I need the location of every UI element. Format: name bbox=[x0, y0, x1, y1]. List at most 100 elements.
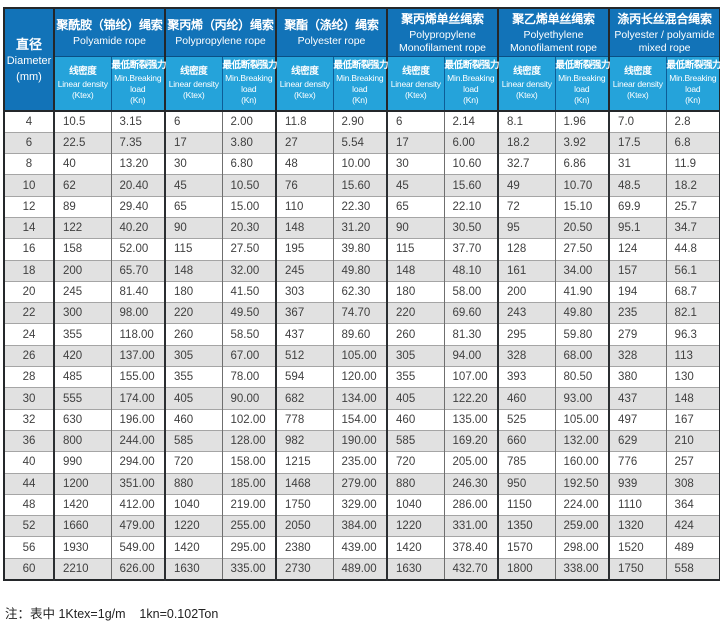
breaking-load-cell: 196.00 bbox=[110, 408, 166, 431]
breaking-load-cell: 67.00 bbox=[221, 344, 277, 367]
linear-density-cell: 1350 bbox=[497, 515, 556, 537]
breaking-load-cell: 62.30 bbox=[332, 280, 388, 303]
breaking-load-cell: 7.35 bbox=[110, 131, 166, 154]
linear-density-cell: 17.5 bbox=[608, 131, 667, 154]
linear-density-cell: 65 bbox=[386, 195, 445, 218]
linear-density-cell: 800 bbox=[53, 429, 111, 452]
linear-density-cell: 48.5 bbox=[608, 174, 667, 197]
linear-density-cell: 778 bbox=[275, 408, 334, 431]
linear-density-cell: 31 bbox=[608, 153, 667, 175]
linear-density-cell: 17 bbox=[164, 131, 223, 154]
breaking-load-cell: 279.00 bbox=[332, 472, 388, 495]
linear-density-cell: 30 bbox=[386, 153, 445, 175]
breaking-load-cell: 20.40 bbox=[110, 174, 166, 197]
breaking-load-cell: 49.80 bbox=[554, 302, 610, 324]
table-row: 40 990 294.00 720 158.00 1215 235.00 720 205.00 7… bbox=[4, 451, 720, 474]
linear-density-cell: 1150 bbox=[497, 493, 556, 516]
linear-density-cell: 355 bbox=[53, 323, 111, 346]
subheader-breaking-load: 最低断裂强力 Min.Breaking load (Kn) bbox=[332, 56, 389, 111]
breaking-load-cell: 113 bbox=[665, 344, 720, 367]
linear-density-cell: 245 bbox=[275, 259, 334, 282]
linear-density-cell: 76 bbox=[275, 174, 334, 197]
diameter-header: 直径 Diameter (mm) bbox=[4, 8, 55, 111]
breaking-load-cell: 82.1 bbox=[665, 302, 720, 324]
diameter-header-en: Diameter bbox=[6, 55, 52, 68]
breaking-load-cell: 15.60 bbox=[332, 174, 388, 197]
breaking-load-cell: 59.80 bbox=[554, 323, 610, 346]
breaking-load-cell: 27.50 bbox=[221, 238, 277, 261]
breaking-load-cell: 90.00 bbox=[221, 387, 277, 410]
breaking-load-cell: 6.8 bbox=[665, 131, 720, 154]
linear-density-cell: 30 bbox=[164, 153, 223, 175]
linear-density-cell: 1630 bbox=[164, 557, 223, 580]
table-row: 36 800 244.00 585 128.00 982 190.00 585 169.20 66… bbox=[4, 429, 720, 452]
diameter-header-unit: (mm) bbox=[16, 71, 42, 83]
diameter-cell: 44 bbox=[4, 472, 54, 495]
table-row: 10 62 20.40 45 10.50 76 15.60 45 15.60 49 10.70 48.… bbox=[4, 174, 720, 197]
linear-density-cell: 17 bbox=[386, 131, 445, 154]
breaking-load-cell: 192.50 bbox=[554, 472, 610, 495]
breaking-load-cell: 105.00 bbox=[332, 344, 388, 367]
linear-density-cell: 245 bbox=[53, 280, 111, 303]
breaking-load-cell: 331.00 bbox=[443, 515, 499, 537]
breaking-load-cell: 52.00 bbox=[110, 238, 166, 261]
diameter-cell: 36 bbox=[4, 429, 54, 452]
linear-density-cell: 295 bbox=[497, 323, 556, 346]
breaking-load-cell: 148 bbox=[665, 387, 720, 410]
breaking-load-cell: 6.86 bbox=[554, 153, 610, 175]
breaking-load-cell: 244.00 bbox=[110, 429, 166, 452]
subheader-breaking-load: 最低断裂强力 Min.Breaking load (Kn) bbox=[110, 56, 167, 111]
breaking-load-cell: 10.60 bbox=[443, 153, 499, 175]
linear-density-cell: 405 bbox=[386, 387, 445, 410]
linear-density-cell: 880 bbox=[164, 472, 223, 495]
linear-density-cell: 785 bbox=[497, 451, 556, 474]
linear-density-cell: 2380 bbox=[275, 536, 334, 559]
breaking-load-cell: 160.00 bbox=[554, 451, 610, 474]
subheader-linear-density: 线密度 Linear density (Ktex) bbox=[53, 56, 111, 111]
breaking-load-cell: 134.00 bbox=[332, 387, 388, 410]
linear-density-cell: 161 bbox=[497, 259, 556, 282]
linear-density-cell: 40 bbox=[53, 153, 111, 175]
breaking-load-cell: 158.00 bbox=[221, 451, 277, 474]
linear-density-cell: 305 bbox=[386, 344, 445, 367]
linear-density-cell: 235 bbox=[608, 302, 667, 324]
group-header-polypropylene: 聚丙烯（丙纶）绳索 Polypropylene rope bbox=[164, 8, 277, 57]
breaking-load-cell: 41.50 bbox=[221, 280, 277, 303]
linear-density-cell: 1110 bbox=[608, 493, 667, 516]
table-row: 24 355 118.00 260 58.50 437 89.60 260 81.30 295 59… bbox=[4, 323, 720, 346]
breaking-load-cell: 424 bbox=[665, 515, 720, 537]
linear-density-cell: 243 bbox=[497, 302, 556, 324]
linear-density-cell: 1420 bbox=[53, 493, 111, 516]
breaking-load-cell: 18.2 bbox=[665, 174, 720, 197]
linear-density-cell: 194 bbox=[608, 280, 667, 303]
breaking-load-cell: 34.7 bbox=[665, 216, 720, 239]
diameter-cell: 8 bbox=[4, 153, 54, 175]
breaking-load-cell: 49.50 bbox=[221, 302, 277, 324]
linear-density-cell: 585 bbox=[164, 429, 223, 452]
table-row: 60 2210 626.00 1630 335.00 2730 489.00 1630 432.… bbox=[4, 557, 720, 580]
table-row: 26 420 137.00 305 67.00 512 105.00 305 94.00 328 6… bbox=[4, 344, 720, 367]
linear-density-cell: 303 bbox=[275, 280, 334, 303]
linear-density-cell: 220 bbox=[164, 302, 223, 324]
breaking-load-cell: 25.7 bbox=[665, 195, 720, 218]
breaking-load-cell: 94.00 bbox=[443, 344, 499, 367]
breaking-load-cell: 185.00 bbox=[221, 472, 277, 495]
breaking-load-cell: 259.00 bbox=[554, 515, 610, 537]
linear-density-cell: 115 bbox=[386, 238, 445, 261]
linear-density-cell: 460 bbox=[497, 387, 556, 410]
linear-density-cell: 880 bbox=[386, 472, 445, 495]
breaking-load-cell: 80.50 bbox=[554, 366, 610, 388]
linear-density-cell: 1570 bbox=[497, 536, 556, 559]
group-header-row: 直径 Diameter (mm) 聚酰胺（锦纶）绳索 Polyamide rop… bbox=[4, 8, 720, 111]
linear-density-cell: 355 bbox=[386, 366, 445, 388]
linear-density-cell: 6 bbox=[386, 109, 445, 133]
linear-density-cell: 393 bbox=[497, 366, 556, 388]
table-body: 4 10.5 3.15 6 2.00 11.8 2.90 6 2.14 8.1 1.96 7.0 2.8… bbox=[4, 109, 720, 580]
table-row: 28 485 155.00 355 78.00 594 120.00 355 107.00 393… bbox=[4, 366, 720, 388]
table-row: 22 300 98.00 220 49.50 367 74.70 220 69.60 243 49.… bbox=[4, 302, 720, 324]
diameter-cell: 24 bbox=[4, 323, 54, 346]
breaking-load-cell: 98.00 bbox=[110, 302, 166, 324]
breaking-load-cell: 44.8 bbox=[665, 238, 720, 261]
breaking-load-cell: 102.00 bbox=[221, 408, 277, 431]
linear-density-cell: 260 bbox=[164, 323, 223, 346]
